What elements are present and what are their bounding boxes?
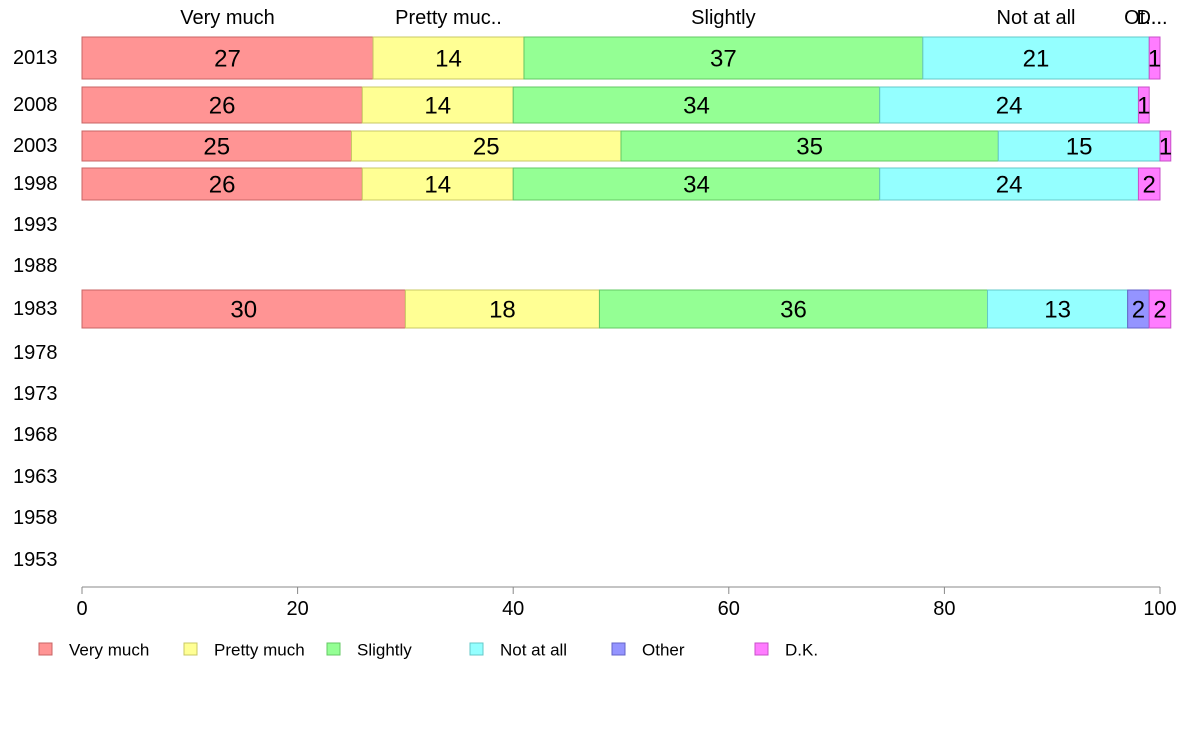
data-label-2008-not-at-all: 24 bbox=[996, 93, 1023, 120]
bar-1998-not-at-all bbox=[879, 167, 1139, 201]
x-tick-label-40: 40 bbox=[502, 598, 524, 620]
bar-2003-slightly bbox=[620, 130, 999, 162]
data-label-2008-very-much: 26 bbox=[209, 93, 236, 120]
year-label-1998: 1998 bbox=[13, 173, 58, 195]
bar-2008-pretty-much bbox=[361, 86, 514, 124]
bar-1998-d-k- bbox=[1137, 167, 1161, 201]
year-label-1958: 1958 bbox=[13, 507, 58, 529]
year-label-1963: 1963 bbox=[13, 466, 58, 488]
top-label-other: Ot... bbox=[1124, 7, 1162, 29]
data-label-1998-d-k-: 2 bbox=[1143, 172, 1156, 199]
legend-label-pretty-much: Pretty much bbox=[214, 641, 305, 660]
bar-2008-not-at-all bbox=[879, 86, 1139, 124]
data-label-2013-very-much: 27 bbox=[214, 46, 241, 73]
data-label-1998-very-much: 26 bbox=[209, 172, 236, 199]
x-tick-label-80: 80 bbox=[933, 598, 955, 620]
year-label-1993: 1993 bbox=[13, 214, 58, 236]
data-label-2003-very-much: 25 bbox=[203, 134, 230, 161]
bar-1983-pretty-much bbox=[404, 289, 600, 329]
legend-swatch-very-much bbox=[38, 642, 53, 656]
legend: Very much Pretty much Slightly Not at all Ot… bbox=[38, 641, 818, 660]
top-label-slightly: Slightly bbox=[691, 7, 755, 29]
legend-label-very-much: Very much bbox=[69, 641, 149, 660]
year-label-2003: 2003 bbox=[13, 135, 58, 157]
data-label-2013-not-at-all: 21 bbox=[1023, 46, 1050, 73]
data-label-1998-pretty-much: 14 bbox=[424, 172, 451, 199]
year-label-1978: 1978 bbox=[13, 342, 58, 364]
data-label-1983-very-much: 30 bbox=[230, 297, 257, 324]
bar-2008-d-k- bbox=[1137, 86, 1150, 124]
data-label-2008-slightly: 34 bbox=[683, 93, 710, 120]
x-tick-label-60: 60 bbox=[718, 598, 740, 620]
data-label-2013-pretty-much: 14 bbox=[435, 46, 462, 73]
bar-1998-pretty-much bbox=[361, 167, 514, 201]
data-label-2008-d-k-: 1 bbox=[1137, 93, 1150, 120]
data-label-2003-pretty-much: 25 bbox=[473, 134, 500, 161]
top-label-not-at-all: Not at all bbox=[997, 7, 1076, 29]
year-label-2008: 2008 bbox=[13, 94, 58, 116]
legend-label-d-k-: D.K. bbox=[785, 641, 818, 660]
bar-1998-slightly bbox=[512, 167, 881, 201]
bar-2013-pretty-much bbox=[372, 36, 525, 80]
data-label-2003-slightly: 35 bbox=[796, 134, 823, 161]
data-label-2003-not-at-all: 15 bbox=[1066, 134, 1093, 161]
data-label-1983-not-at-all: 13 bbox=[1044, 297, 1071, 324]
legend-swatch-d-k- bbox=[754, 642, 769, 656]
top-category-labels: Very much Pretty muc.. Slightly Not at all O… bbox=[180, 7, 1167, 29]
data-label-1983-d-k-: 2 bbox=[1153, 297, 1166, 324]
year-label-1953: 1953 bbox=[13, 549, 58, 571]
x-axis: 0 20 40 60 80 100 bbox=[76, 586, 1177, 620]
data-label-1983-slightly: 36 bbox=[780, 297, 807, 324]
year-label-1968: 1968 bbox=[13, 424, 58, 446]
bar-2008-very-much bbox=[81, 86, 363, 124]
bar-1983-d-k- bbox=[1148, 289, 1172, 329]
bar-1998-very-much bbox=[81, 167, 363, 201]
year-axis-labels: 2013 2008 2003 1998 1993 1988 1983 1978 1973 1968… bbox=[13, 47, 58, 571]
bar-1983-slightly bbox=[598, 289, 989, 329]
x-tick-label-0: 0 bbox=[76, 598, 87, 620]
data-label-2013-slightly: 37 bbox=[710, 46, 737, 73]
data-label-1983-pretty-much: 18 bbox=[489, 297, 516, 324]
legend-swatch-not-at-all bbox=[469, 642, 484, 656]
top-label-very-much: Very much bbox=[180, 7, 274, 29]
legend-label-not-at-all: Not at all bbox=[500, 641, 567, 660]
year-label-1988: 1988 bbox=[13, 255, 58, 277]
year-label-1983: 1983 bbox=[13, 298, 58, 320]
legend-label-other: Other bbox=[642, 641, 685, 660]
bar-2003-very-much bbox=[81, 130, 352, 162]
bar-2003-d-k- bbox=[1159, 130, 1172, 162]
legend-swatch-other bbox=[611, 642, 626, 656]
data-label-2013-d-k-: 1 bbox=[1148, 46, 1161, 73]
data-label-2003-d-k-: 1 bbox=[1159, 134, 1172, 161]
year-label-1973: 1973 bbox=[13, 383, 58, 405]
bar-1983-very-much bbox=[81, 289, 406, 329]
data-label-1983-other: 2 bbox=[1132, 297, 1145, 324]
legend-label-slightly: Slightly bbox=[357, 641, 412, 660]
data-label-1998-not-at-all: 24 bbox=[996, 172, 1023, 199]
top-label-d-k-: D... bbox=[1136, 7, 1167, 29]
bar-2013-d-k- bbox=[1148, 36, 1161, 80]
data-label-1998-slightly: 34 bbox=[683, 172, 710, 199]
legend-swatch-pretty-much bbox=[183, 642, 198, 656]
x-tick-label-100: 100 bbox=[1143, 598, 1176, 620]
top-label-pretty-much: Pretty muc.. bbox=[395, 7, 502, 29]
bars: 27 14 37 21 1 26 14 34 24 1 25 25 35 15 1 26 14 34 24 2 30 18… bbox=[81, 36, 1172, 329]
x-tick-label-20: 20 bbox=[286, 598, 308, 620]
data-label-2008-pretty-much: 14 bbox=[424, 93, 451, 120]
bar-2008-slightly bbox=[512, 86, 881, 124]
year-label-2013: 2013 bbox=[13, 47, 58, 69]
legend-swatch-slightly bbox=[326, 642, 341, 656]
